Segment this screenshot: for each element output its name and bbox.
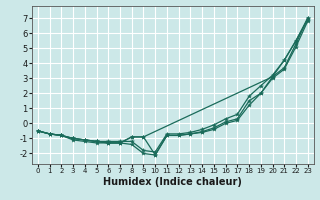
X-axis label: Humidex (Indice chaleur): Humidex (Indice chaleur) [103, 177, 242, 187]
